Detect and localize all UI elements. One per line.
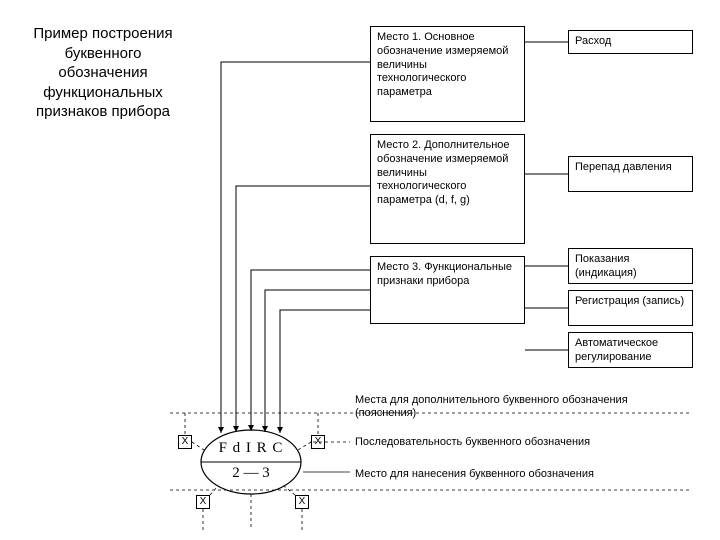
box-mesto-1: Место 1. Основное обозначение измеряемой… [370,26,525,122]
box-registratsiya: Регистрация (запись) [568,290,693,326]
diagram-title: Пример построения буквенного обозначения… [18,24,188,122]
box-pokazaniya: Показания (индикация) [568,248,693,284]
ellipse-numbers: 2 — 3 [211,465,291,482]
box-auto-reg: Автоматическое регулирование [568,332,693,368]
box-mesto-3: Место 3. Функциональные признаки прибора [370,256,525,324]
box-mesto-2: Место 2. Дополнительное обозначение изме… [370,134,525,244]
ellipse-letters: F d I R C [211,440,291,457]
note-3: Место для нанесения буквенного обозначен… [355,468,665,481]
note-2: Последовательность буквенного обозначени… [355,436,665,449]
x-marker-bl: X [196,495,210,509]
box-rashod: Расход [568,30,693,54]
box-perepad: Перепад давления [568,156,693,192]
note-1: Места для дополнительного буквенного обо… [355,394,665,420]
x-marker-tr: X [311,435,325,449]
x-marker-br: X [295,495,309,509]
x-marker-tl: X [178,435,192,449]
